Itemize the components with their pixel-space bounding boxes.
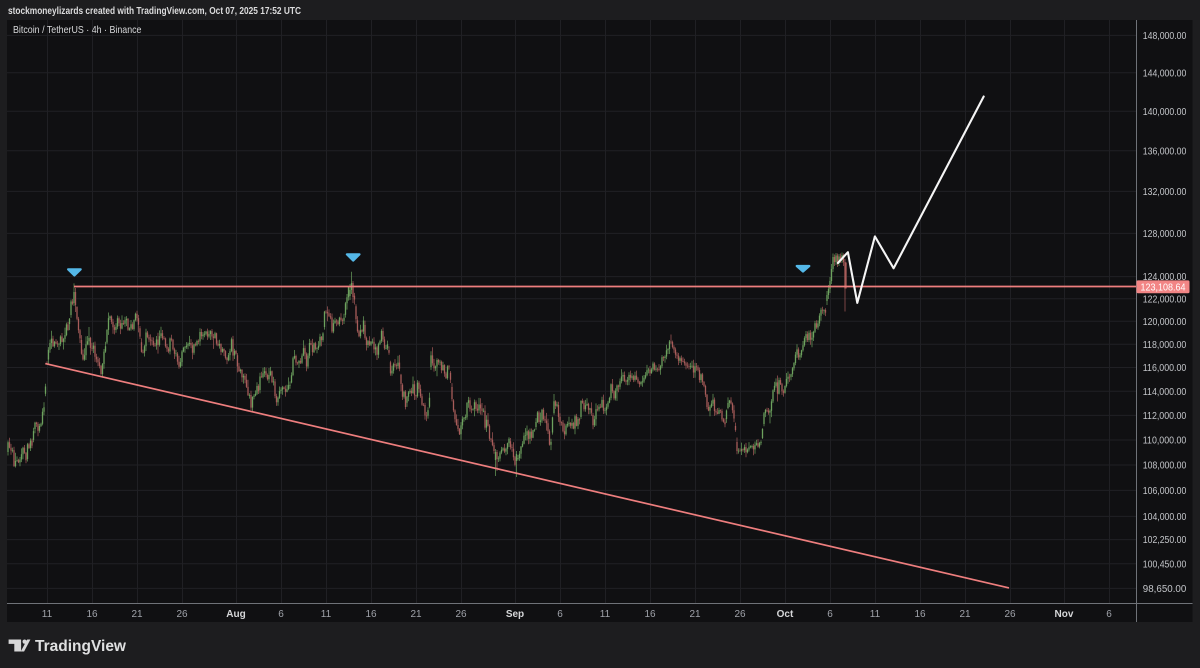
svg-text:Sep: Sep — [506, 609, 524, 620]
svg-text:26: 26 — [1004, 609, 1016, 620]
svg-text:106,000.00: 106,000.00 — [1143, 486, 1187, 497]
svg-text:144,000.00: 144,000.00 — [1143, 68, 1187, 79]
svg-text:140,000.00: 140,000.00 — [1143, 107, 1187, 118]
svg-text:116,000.00: 116,000.00 — [1143, 363, 1187, 374]
svg-text:114,000.00: 114,000.00 — [1143, 387, 1187, 398]
svg-text:11: 11 — [321, 609, 332, 620]
svg-text:16: 16 — [86, 609, 98, 620]
svg-text:11: 11 — [870, 609, 881, 620]
svg-text:TradingView: TradingView — [35, 638, 127, 655]
svg-text:21: 21 — [959, 609, 971, 620]
svg-text:128,000.00: 128,000.00 — [1143, 229, 1187, 240]
svg-text:124,000.00: 124,000.00 — [1143, 272, 1187, 283]
svg-text:stockmoneylizards created with: stockmoneylizards created with TradingVi… — [8, 5, 301, 17]
svg-text:11: 11 — [600, 609, 611, 620]
svg-text:98,650.00: 98,650.00 — [1143, 584, 1187, 595]
svg-text:21: 21 — [131, 609, 143, 620]
svg-text:148,000.00: 148,000.00 — [1143, 31, 1187, 42]
svg-text:123,108.64: 123,108.64 — [1141, 282, 1186, 293]
svg-text:100,450.00: 100,450.00 — [1143, 559, 1187, 570]
svg-text:Nov: Nov — [1055, 609, 1074, 620]
svg-text:26: 26 — [455, 609, 467, 620]
svg-text:132,000.00: 132,000.00 — [1143, 187, 1187, 198]
svg-text:Bitcoin / TetherUS · 4h · Bina: Bitcoin / TetherUS · 4h · Binance — [13, 24, 142, 36]
svg-text:11: 11 — [42, 609, 53, 620]
svg-text:136,000.00: 136,000.00 — [1143, 146, 1187, 157]
svg-text:6: 6 — [827, 609, 833, 620]
svg-text:118,000.00: 118,000.00 — [1143, 340, 1187, 351]
svg-text:120,000.00: 120,000.00 — [1143, 317, 1187, 328]
svg-text:112,000.00: 112,000.00 — [1143, 411, 1187, 422]
svg-text:6: 6 — [278, 609, 284, 620]
svg-text:104,000.00: 104,000.00 — [1143, 512, 1187, 523]
svg-text:102,250.00: 102,250.00 — [1143, 535, 1187, 546]
svg-text:26: 26 — [734, 609, 746, 620]
svg-text:6: 6 — [1106, 609, 1112, 620]
svg-text:108,000.00: 108,000.00 — [1143, 461, 1187, 472]
svg-text:6: 6 — [557, 609, 563, 620]
svg-text:110,000.00: 110,000.00 — [1143, 436, 1187, 447]
svg-text:16: 16 — [914, 609, 926, 620]
svg-text:21: 21 — [689, 609, 701, 620]
svg-text:21: 21 — [410, 609, 422, 620]
svg-text:Aug: Aug — [226, 609, 245, 620]
svg-text:16: 16 — [365, 609, 377, 620]
svg-text:122,000.00: 122,000.00 — [1143, 294, 1187, 305]
svg-text:Oct: Oct — [777, 609, 794, 620]
svg-text:26: 26 — [176, 609, 188, 620]
svg-text:16: 16 — [644, 609, 656, 620]
